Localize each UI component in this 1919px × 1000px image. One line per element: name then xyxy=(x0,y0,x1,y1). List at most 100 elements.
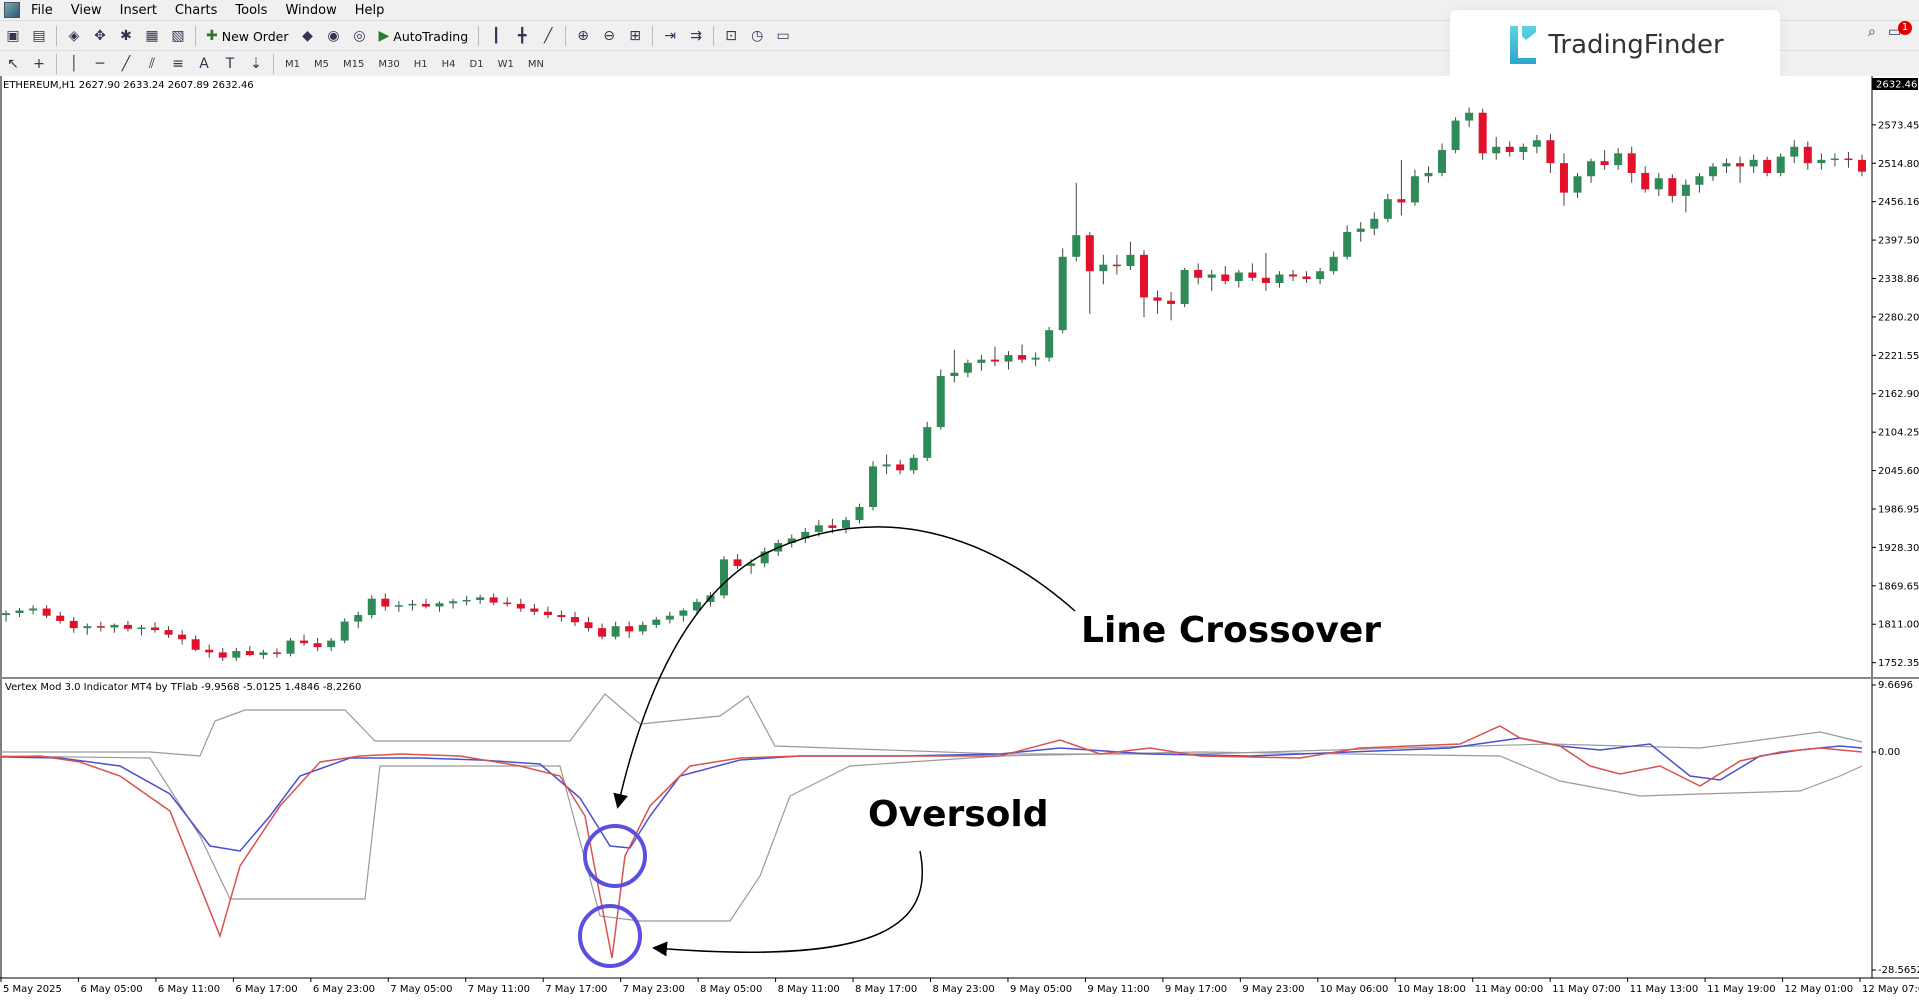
candle xyxy=(449,598,458,609)
timeframe-m30[interactable]: M30 xyxy=(378,58,400,70)
candle-body xyxy=(1031,357,1040,360)
trendline-icon[interactable]: ╱ xyxy=(121,56,131,72)
candle-body xyxy=(1139,254,1148,298)
fibonacci-icon[interactable]: ≡ xyxy=(172,56,184,72)
candle-body xyxy=(733,559,742,566)
menu-charts[interactable]: Charts xyxy=(174,2,218,18)
timeframe-h1[interactable]: H1 xyxy=(413,58,428,70)
text-icon[interactable]: A xyxy=(199,56,209,72)
candlestick-icon[interactable]: ╋ xyxy=(517,28,527,44)
candle-body xyxy=(1573,176,1582,193)
periods-icon[interactable]: ◷ xyxy=(751,28,764,44)
indicator-axis-labels: 9.6696 0.00 -28.5652 xyxy=(1872,680,1919,976)
candle-body xyxy=(787,538,796,544)
new-chart-icon[interactable]: ▣ xyxy=(6,28,20,44)
navigator-icon[interactable]: ✱ xyxy=(120,28,132,44)
search-icon[interactable]: ⌕ xyxy=(1868,24,1876,40)
candle xyxy=(1519,143,1528,160)
horizontal-line-icon[interactable]: ─ xyxy=(95,56,105,72)
menu-window[interactable]: Window xyxy=(285,2,337,18)
market-watch-icon[interactable]: ◈ xyxy=(68,28,80,44)
profiles-icon[interactable]: ▤ xyxy=(32,28,46,44)
candle-body xyxy=(896,464,905,471)
menu-bar: File View Insert Charts Tools Window Hel… xyxy=(0,0,1919,20)
menu-view[interactable]: View xyxy=(70,2,102,18)
candle xyxy=(1275,271,1284,288)
time-label: 6 May 23:00 xyxy=(313,984,375,995)
candle xyxy=(1004,351,1013,370)
candle-body xyxy=(1532,140,1541,147)
zoom-out-icon[interactable]: ⊖ xyxy=(603,28,616,44)
templates-icon[interactable]: ▭ xyxy=(776,28,790,44)
candle xyxy=(340,618,349,644)
autotrading-button[interactable]: ▶ AutoTrading xyxy=(375,25,473,47)
candle xyxy=(435,601,444,612)
notification-badge[interactable]: 1 xyxy=(1898,21,1912,35)
timeframe-mn[interactable]: MN xyxy=(527,58,544,70)
candle-body xyxy=(882,464,891,467)
text-label-icon[interactable]: T xyxy=(225,56,235,72)
candle-body xyxy=(1004,355,1013,362)
chart-canvas[interactable]: 2573.45 2514.80 2456.16 2397.50 2338.86 2280.… xyxy=(0,76,1919,996)
candle xyxy=(516,598,525,612)
metaeditor-icon[interactable]: ◆ xyxy=(302,28,313,44)
cursor-icon[interactable]: ↖ xyxy=(7,56,19,72)
menu-tools[interactable]: Tools xyxy=(235,2,268,18)
candle xyxy=(570,611,579,627)
time-label: 8 May 23:00 xyxy=(933,984,995,995)
tile-windows-icon[interactable]: ⊞ xyxy=(629,28,642,44)
time-label: 11 May 00:00 xyxy=(1475,984,1544,995)
candle xyxy=(1830,153,1839,167)
timeframe-m5[interactable]: M5 xyxy=(314,58,329,70)
candle xyxy=(1532,134,1541,154)
menu-insert[interactable]: Insert xyxy=(119,2,157,18)
candle xyxy=(1695,172,1704,193)
candle-body xyxy=(1234,272,1243,282)
chat-icon[interactable]: ▭ xyxy=(1888,24,1902,40)
candle-body xyxy=(679,610,688,616)
channel-icon[interactable]: ⫽ xyxy=(148,56,156,72)
candle xyxy=(1803,141,1812,170)
zoom-in-icon[interactable]: ⊕ xyxy=(577,28,590,44)
autoscroll-icon[interactable]: ⇉ xyxy=(690,28,703,44)
strategy-tester-icon[interactable]: ▧ xyxy=(171,28,185,44)
candle xyxy=(367,595,376,619)
menu-help[interactable]: Help xyxy=(354,2,385,18)
market-icon[interactable]: ◎ xyxy=(353,28,366,44)
oversold-circle xyxy=(578,904,642,968)
candle xyxy=(56,611,65,624)
timeframe-w1[interactable]: W1 xyxy=(497,58,514,70)
vertical-line-icon[interactable]: │ xyxy=(69,56,79,72)
crosshair-icon[interactable]: + xyxy=(33,56,45,72)
candle xyxy=(1451,117,1460,154)
candle-body xyxy=(1830,158,1839,161)
new-order-button[interactable]: ✚ New Order xyxy=(202,25,293,47)
line-chart-icon[interactable]: ╱ xyxy=(543,28,553,44)
chart-window[interactable]: 2573.45 2514.80 2456.16 2397.50 2338.86 2280.… xyxy=(0,76,1919,996)
candle-body xyxy=(1708,166,1717,177)
candle xyxy=(882,454,891,475)
arrows-icon[interactable]: ⇣ xyxy=(250,56,262,72)
timeframe-m1[interactable]: M1 xyxy=(285,58,300,70)
crossover-circle xyxy=(583,824,647,888)
app-icon[interactable] xyxy=(4,2,20,18)
timeframe-h4[interactable]: H4 xyxy=(441,58,456,70)
candle-body xyxy=(367,598,376,616)
signals-icon[interactable]: ◉ xyxy=(327,28,340,44)
terminal-icon[interactable]: ▦ xyxy=(145,28,159,44)
time-label: 6 May 17:00 xyxy=(235,984,297,995)
candle xyxy=(83,623,92,635)
candle-body xyxy=(801,531,810,539)
oversold-annotation: Oversold xyxy=(868,794,1049,835)
timeframe-m15[interactable]: M15 xyxy=(343,58,365,70)
indicators-icon[interactable]: ⊡ xyxy=(725,28,738,44)
timeframe-d1[interactable]: D1 xyxy=(469,58,484,70)
chart-shift-icon[interactable]: ⇥ xyxy=(664,28,677,44)
candle-body xyxy=(191,639,200,650)
candle-body xyxy=(340,621,349,641)
time-label: 9 May 05:00 xyxy=(1010,984,1072,995)
price-label: 2573.45 xyxy=(1878,120,1919,131)
bar-chart-icon[interactable]: ┃ xyxy=(491,28,501,44)
data-window-icon[interactable]: ✥ xyxy=(94,28,106,44)
menu-file[interactable]: File xyxy=(31,2,53,18)
